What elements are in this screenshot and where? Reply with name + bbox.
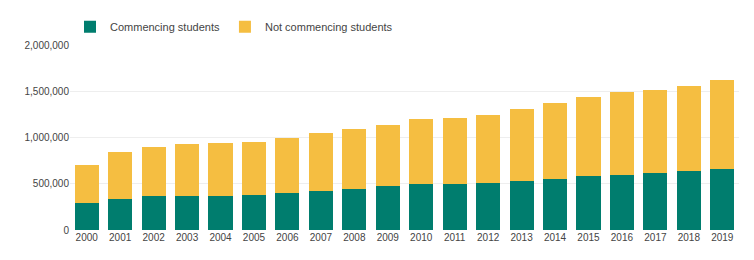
svg-text:1,000,000: 1,000,000 (25, 132, 70, 143)
svg-text:2000: 2000 (76, 232, 99, 243)
svg-text:1,500,000: 1,500,000 (25, 86, 70, 97)
svg-text:2013: 2013 (510, 232, 533, 243)
svg-text:2002: 2002 (143, 232, 166, 243)
svg-text:2004: 2004 (209, 232, 232, 243)
svg-text:2010: 2010 (410, 232, 433, 243)
svg-text:0: 0 (63, 225, 69, 236)
svg-text:2008: 2008 (343, 232, 366, 243)
svg-text:2003: 2003 (176, 232, 199, 243)
svg-text:2006: 2006 (276, 232, 299, 243)
svg-text:2,000,000: 2,000,000 (25, 40, 70, 51)
svg-text:2011: 2011 (444, 232, 466, 243)
svg-text:2017: 2017 (644, 232, 667, 243)
svg-text:2016: 2016 (611, 232, 634, 243)
svg-text:2012: 2012 (477, 232, 500, 243)
svg-text:Not commencing students: Not commencing students (265, 21, 393, 33)
svg-text:500,000: 500,000 (33, 178, 70, 189)
svg-text:2005: 2005 (243, 232, 266, 243)
svg-text:2015: 2015 (577, 232, 600, 243)
svg-text:2007: 2007 (310, 232, 333, 243)
svg-text:2019: 2019 (711, 232, 734, 243)
svg-text:Commencing students: Commencing students (110, 21, 220, 33)
svg-text:2009: 2009 (377, 232, 400, 243)
svg-text:2001: 2001 (109, 232, 132, 243)
svg-text:2014: 2014 (544, 232, 567, 243)
svg-text:2018: 2018 (678, 232, 701, 243)
